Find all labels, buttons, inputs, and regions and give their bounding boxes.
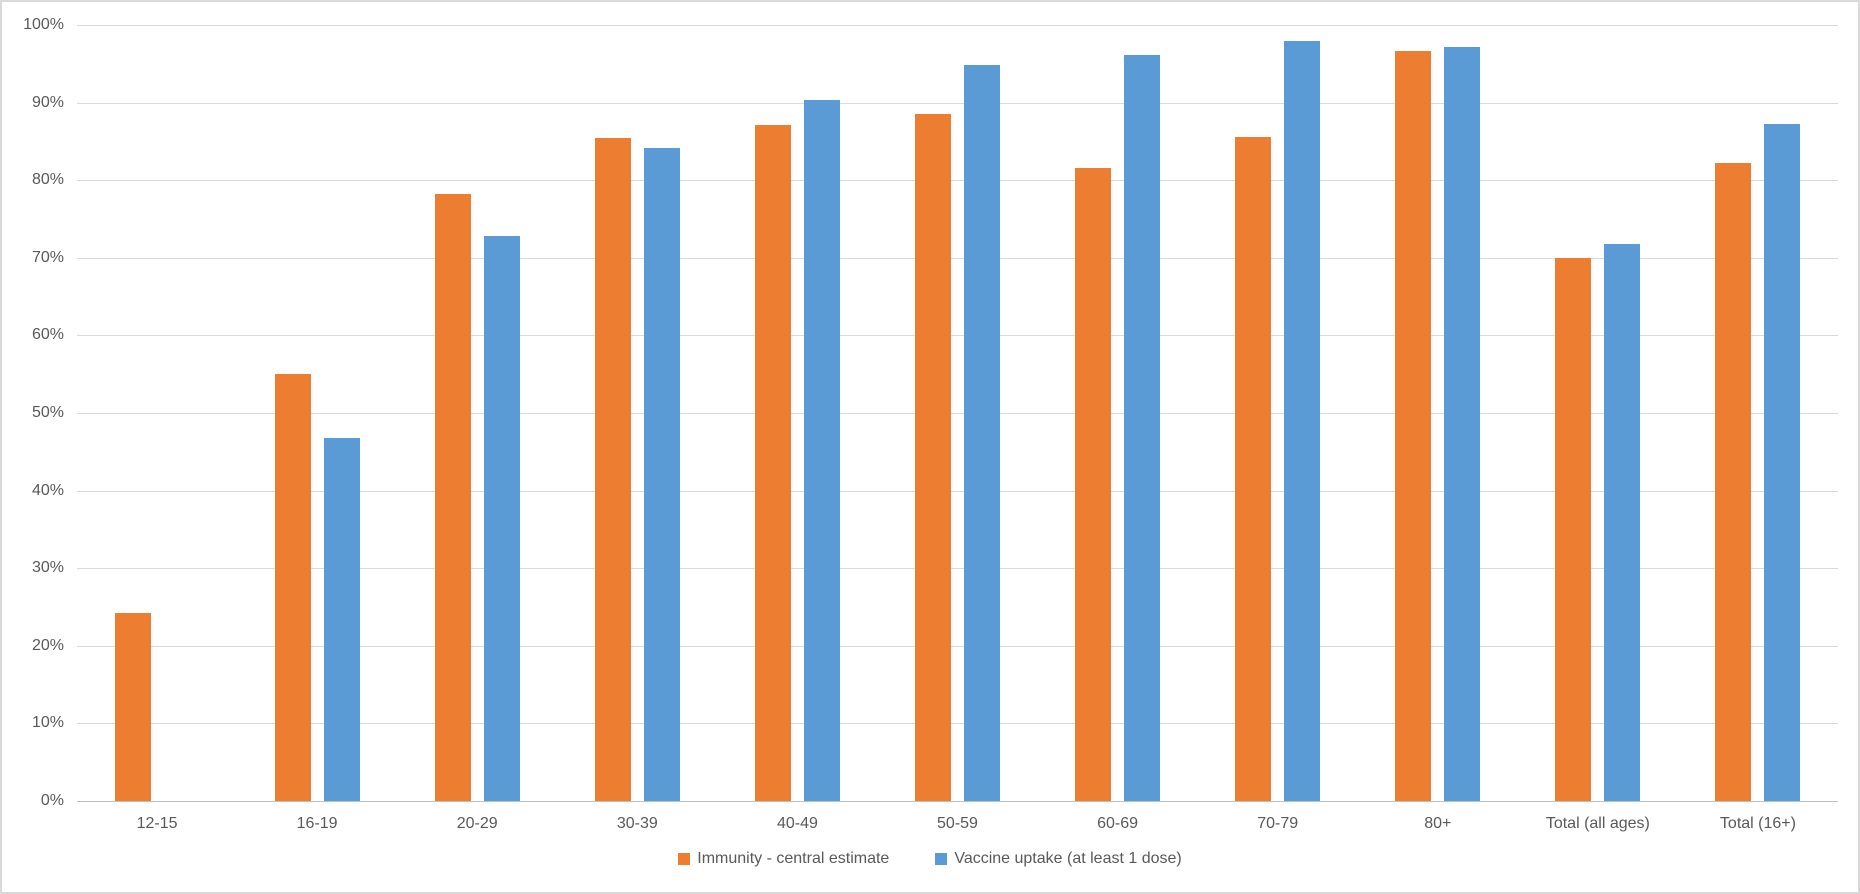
bar-vaccine-Total (all ages) [1604,243,1641,801]
y-axis-tick-label: 30% [31,559,64,577]
legend-label-vaccine: Vaccine uptake (at least 1 dose) [954,850,1182,867]
y-axis-tick-label: 100% [23,16,64,33]
gridline [77,102,1838,104]
gridline [77,568,1838,570]
bar-vaccine-60-69 [1124,54,1161,801]
x-axis-category-label: 50-59 [937,815,978,832]
gridline [77,335,1838,337]
x-axis-category-label: 20-29 [456,815,498,832]
bar-immunity-30-39 [594,138,631,801]
bar-vaccine-40-49 [803,99,840,801]
x-axis-category-label: 16-19 [296,815,338,832]
legend-item-immunity: Immunity - central estimate [678,850,889,868]
bar-immunity-16-19 [274,374,311,801]
y-axis-tick-label: 10% [31,714,64,732]
bar-immunity-Total (16+) [1715,163,1752,801]
legend-swatch-vaccine-icon [935,853,948,865]
gridline [77,413,1838,414]
plot-area [77,25,1838,802]
bar-vaccine-20-29 [483,236,520,801]
bar-vaccine-70-79 [1284,41,1321,801]
x-axis-line [77,801,1838,802]
legend-item-vaccine: Vaccine uptake (at least 1 dose) [935,850,1182,868]
y-axis-tick-label: 70% [31,248,64,266]
x-axis-category-label: 70-79 [1257,815,1299,832]
bar-vaccine-80+ [1444,46,1481,801]
bar-immunity-60-69 [1075,167,1112,801]
y-axis-tick-label: 90% [31,93,64,111]
gridline [77,645,1838,647]
x-axis-category-label: 12-15 [136,815,178,832]
x-axis-category-label: 40-49 [776,815,818,832]
gridline [77,257,1838,259]
bar-vaccine-Total (16+) [1764,124,1801,801]
y-axis-tick-label: 80% [31,171,64,189]
y-axis-tick-label: 40% [31,481,64,499]
bar-immunity-70-79 [1235,136,1272,801]
y-axis-tick-label: 60% [31,326,64,344]
gridline [77,723,1838,725]
gridline [77,180,1838,182]
legend: Immunity - central estimate Vaccine upta… [2,850,1858,868]
bar-immunity-50-59 [915,114,951,801]
bar-vaccine-16-19 [323,437,360,801]
bar-vaccine-50-59 [964,64,1000,801]
bar-immunity-40-49 [754,125,791,801]
gridline [77,490,1838,492]
x-axis-category-label: 60-69 [1097,815,1139,832]
bar-immunity-Total (all ages) [1555,257,1592,801]
legend-swatch-immunity-icon [678,853,691,865]
x-axis-category-label: 80+ [1424,815,1452,832]
legend-label-immunity: Immunity - central estimate [697,850,890,867]
y-axis-tick-label: 50% [31,404,64,421]
y-axis-tick-label: 20% [31,636,64,654]
bar-immunity-12-15 [114,613,151,801]
bar-immunity-80+ [1395,50,1432,801]
x-axis-category-label: Total (all ages) [1545,815,1650,832]
bar-vaccine-30-39 [643,148,680,801]
gridline [77,25,1838,26]
x-axis-category-label: 30-39 [616,815,658,832]
y-axis-tick-label: 0% [40,792,64,809]
bar-immunity-20-29 [434,194,471,801]
x-axis-category-label: Total (16+) [1719,815,1796,832]
